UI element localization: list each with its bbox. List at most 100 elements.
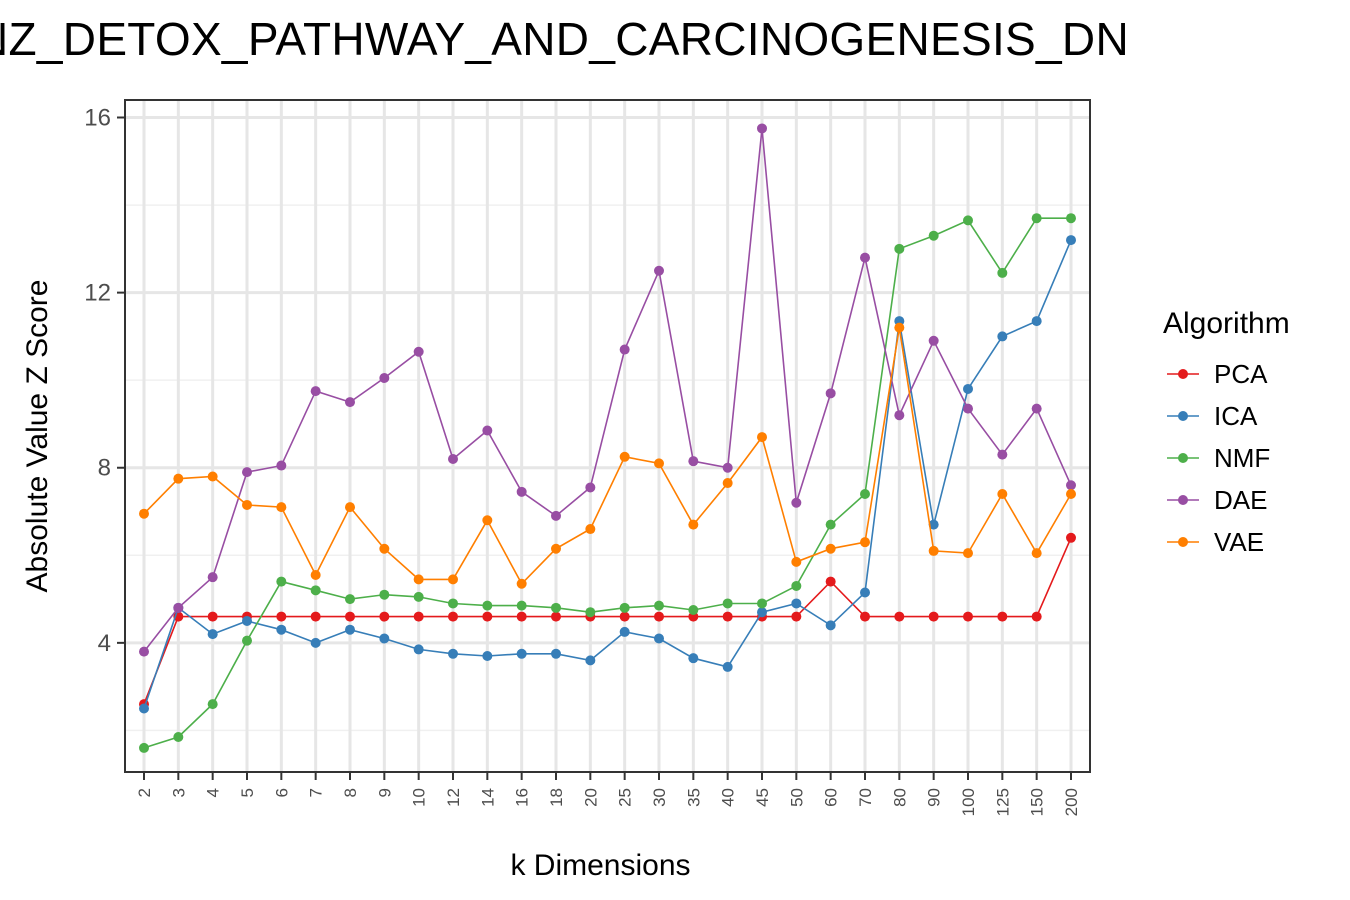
data-point xyxy=(722,661,733,672)
series-line-vae xyxy=(143,327,1072,586)
data-point xyxy=(997,267,1008,278)
x-axis-title: k Dimensions xyxy=(510,849,690,882)
data-point xyxy=(310,386,321,397)
x-tick-label: 60 xyxy=(822,788,841,807)
data-point xyxy=(207,629,218,640)
data-point xyxy=(173,731,184,742)
data-point xyxy=(688,519,699,530)
legend-item-dae: DAE xyxy=(1167,485,1267,515)
x-tick-label: 40 xyxy=(719,788,738,807)
data-point xyxy=(276,502,287,513)
data-point xyxy=(345,624,355,635)
series-line-pca xyxy=(143,537,1072,705)
legend-title: Algorithm xyxy=(1163,307,1290,340)
series-ica xyxy=(139,235,1076,714)
data-point xyxy=(997,489,1008,500)
x-tick-label: 45 xyxy=(753,788,772,807)
data-point xyxy=(207,611,218,622)
x-tick-label: 3 xyxy=(169,788,188,797)
x-tick-label: 20 xyxy=(581,788,600,807)
data-point xyxy=(482,600,493,611)
legend-item-pca: PCA xyxy=(1167,359,1268,389)
data-point xyxy=(379,372,390,383)
data-point xyxy=(1031,403,1042,414)
data-point xyxy=(860,611,870,622)
data-point xyxy=(413,591,424,602)
data-point xyxy=(139,646,149,657)
data-point xyxy=(860,537,870,548)
data-point xyxy=(963,383,973,394)
data-point xyxy=(619,626,630,637)
x-tick-label: 125 xyxy=(993,788,1012,816)
x-axis: 2 3 4 5 6 7 8 9 10 12 14 16 18 20 25 30 35 40 45 50 60 70 80 90… xyxy=(135,772,1081,816)
data-point xyxy=(654,633,664,644)
series-pca xyxy=(139,532,1076,710)
data-point xyxy=(276,460,287,471)
data-point xyxy=(482,425,493,436)
major-gridlines xyxy=(125,100,1090,772)
data-point xyxy=(860,587,870,598)
data-point xyxy=(379,543,390,554)
data-point xyxy=(1066,235,1076,246)
x-tick-label: 30 xyxy=(650,788,669,807)
data-point xyxy=(173,602,184,613)
x-tick-label: 5 xyxy=(238,788,257,797)
data-point xyxy=(825,519,836,530)
data-point xyxy=(654,600,664,611)
data-point xyxy=(551,611,561,622)
data-point xyxy=(825,620,836,631)
y-tick-label: 4 xyxy=(98,630,111,657)
data-point xyxy=(242,499,252,510)
x-tick-label: 150 xyxy=(1028,788,1047,816)
data-point xyxy=(379,633,390,644)
x-tick-label: 2 xyxy=(135,788,154,797)
x-tick-label: 12 xyxy=(444,788,463,807)
data-point xyxy=(722,598,733,609)
minor-gridlines xyxy=(125,204,1090,732)
data-point xyxy=(585,607,596,618)
data-point xyxy=(413,644,424,655)
data-point xyxy=(379,611,390,622)
y-axis-title: Absolute Value Z Score xyxy=(21,280,54,593)
x-tick-label: 90 xyxy=(925,788,944,807)
data-point xyxy=(242,467,252,478)
legend-label: ICA xyxy=(1214,401,1258,431)
data-point xyxy=(310,637,321,648)
data-point xyxy=(139,508,149,519)
data-point xyxy=(379,589,390,600)
data-point xyxy=(345,611,355,622)
x-tick-label: 80 xyxy=(890,788,909,807)
data-point xyxy=(310,611,321,622)
data-point xyxy=(928,519,939,530)
legend-label: DAE xyxy=(1214,485,1267,515)
x-tick-label: 14 xyxy=(478,788,497,807)
data-point xyxy=(448,453,458,464)
data-point xyxy=(585,482,596,493)
data-point xyxy=(688,605,699,616)
data-point xyxy=(448,598,458,609)
legend-label: VAE xyxy=(1214,527,1264,557)
x-tick-label: 8 xyxy=(341,788,360,797)
data-point xyxy=(791,556,802,567)
chart-title-text: NZ_DETOX_PATHWAY_AND_CARCINOGENESIS_DN xyxy=(0,13,1129,65)
x-tick-label: 200 xyxy=(1062,788,1081,816)
series-vae xyxy=(139,322,1076,589)
data-point xyxy=(551,602,561,613)
data-point xyxy=(791,497,802,508)
data-point xyxy=(585,524,596,535)
x-tick-label: 100 xyxy=(959,788,978,816)
data-point xyxy=(860,252,870,263)
data-point xyxy=(825,576,836,587)
data-point xyxy=(345,397,355,408)
data-point xyxy=(654,265,664,276)
x-tick-label: 16 xyxy=(513,788,532,807)
data-point xyxy=(516,600,527,611)
x-tick-label: 18 xyxy=(547,788,566,807)
data-point xyxy=(551,543,561,554)
data-point xyxy=(551,510,561,521)
data-point xyxy=(585,655,596,666)
data-point xyxy=(1066,532,1076,543)
y-tick-label: 16 xyxy=(84,105,111,132)
data-point xyxy=(207,699,218,710)
